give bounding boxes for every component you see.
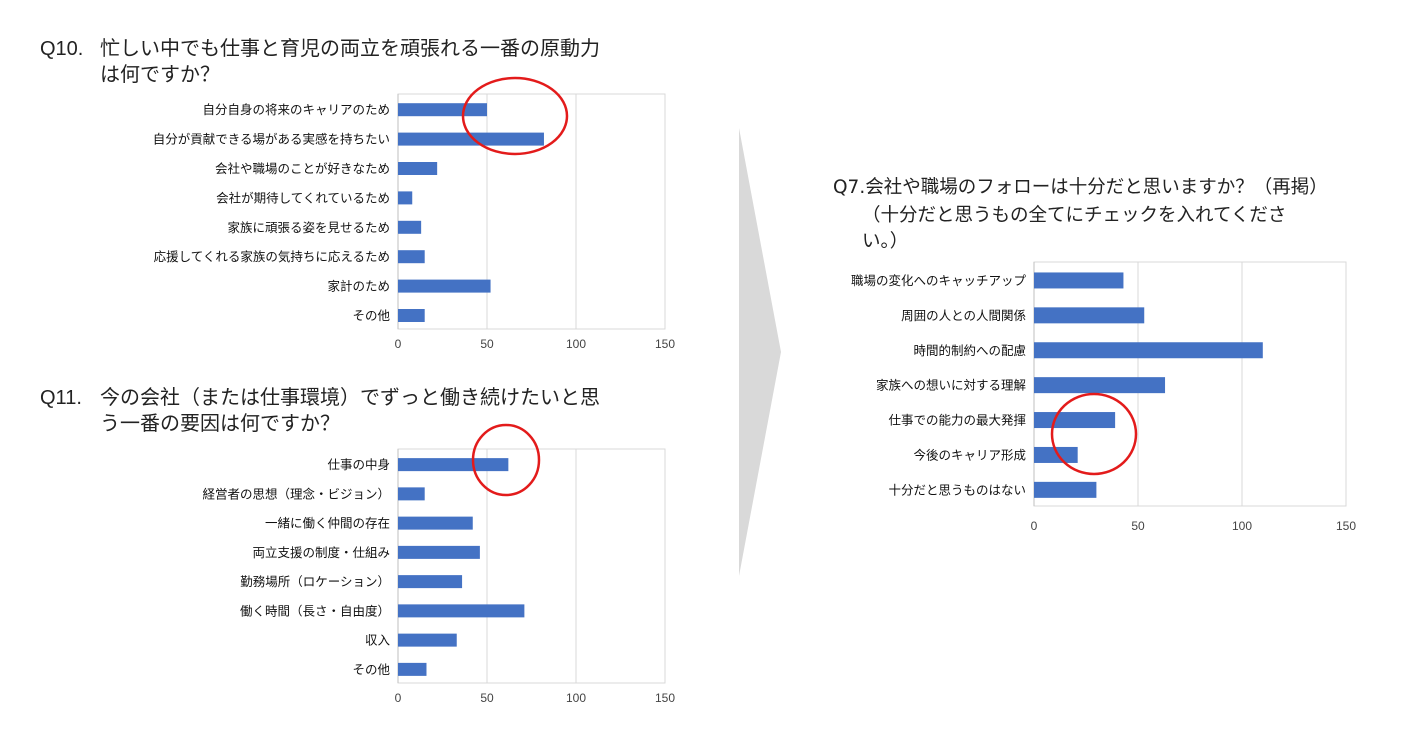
q11-category-label: 仕事の中身	[327, 457, 390, 472]
q11-title-line2-row: う一番の要因は何ですか？	[100, 411, 340, 435]
q11-tick-label: 0	[395, 691, 402, 705]
q10-highlight-circle	[461, 76, 569, 156]
q11-number: Q11.	[40, 387, 82, 409]
q11-bar	[398, 545, 480, 559]
q10-chart: 0 50 100 150 自分自身の将来のキャリアのため自分が貢献できる場がある実感を持…	[0, 0, 700, 360]
q7-chart-svg: 0 50 100 150 職場の変化へのキャッチアップ周囲の人との人間関係時間的制約への…	[851, 261, 1356, 533]
q7-tick-label: 0	[1031, 519, 1038, 533]
q10-tick-label: 50	[480, 337, 494, 351]
q10-category-label: 応援してくれる家族の気持ちに応えるため	[154, 249, 390, 264]
q10-title-line2: は何ですか？	[100, 62, 220, 86]
divider-chevron	[739, 128, 781, 576]
q7-category-label: 十分だと思うものはない	[888, 482, 1026, 497]
q10-bar	[398, 309, 425, 322]
q11-chart: 0 50 100 150 仕事の中身経営者の思想（理念・ビジョン） 一緒に働く仲間の存在両…	[0, 0, 700, 720]
q11-category-label: 経営者の思想（理念・ビジョン）	[202, 486, 390, 501]
q10-category-label: 自分自身の将来のキャリアのため	[202, 102, 390, 117]
q10-category-label: 自分が貢献できる場がある実感を持ちたい	[153, 132, 390, 147]
q10-bar	[398, 250, 425, 264]
q10-bar	[398, 191, 413, 205]
q10-number: Q10.	[40, 38, 84, 60]
q10-bar	[398, 132, 544, 146]
q11-bar	[398, 633, 457, 647]
q10-bar	[398, 220, 422, 234]
q7-bar	[1034, 481, 1097, 498]
q10-tick-label: 150	[655, 337, 675, 351]
q7-highlight-circle	[1050, 392, 1138, 476]
q10-tick-label: 0	[395, 337, 402, 351]
q11-bar	[398, 662, 427, 676]
q7-bar	[1034, 377, 1166, 394]
q11-category-label: 一緒に働く仲間の存在	[265, 516, 390, 531]
q11-bar	[398, 487, 425, 501]
q11-highlight-circle	[471, 423, 541, 497]
q11-category-label: 両立支援の制度・仕組み	[252, 545, 390, 560]
q7-title-line3-row: い。）	[862, 230, 908, 254]
q10-title: Q10. 忙しい中でも仕事と育児の両立を頑張れる一番の原動力	[40, 36, 600, 61]
q10-category-label: 家族に頑張る姿を見せるため	[227, 220, 390, 235]
q10-title-line1: 忙しい中でも仕事と育児の両立を頑張れる一番の原動力	[100, 36, 600, 60]
q7-title-line1: Q7.会社や職場のフォローは十分だと思いますか？（再掲）	[833, 177, 1328, 198]
q7-category-label: 今後のキャリア形成	[913, 447, 1026, 462]
q7-tick-label: 100	[1232, 519, 1252, 533]
q10-category-label: 家計のため	[327, 279, 390, 294]
q11-category-label: 働く時間（長さ・自由度）	[240, 603, 390, 618]
q10-bar	[398, 279, 491, 293]
q7-title-line1-row: Q7.会社や職場のフォローは十分だと思いますか？（再掲）	[833, 176, 1328, 200]
q7-bar	[1034, 446, 1078, 463]
q7-category-label: 職場の変化へのキャッチアップ	[851, 273, 1027, 288]
q10-category-label: 会社や職場のことが好きなため	[215, 161, 390, 176]
q10-bar	[398, 162, 438, 175]
q7-category-label: 仕事での能力の最大発揮	[888, 413, 1026, 428]
q11-bar	[398, 575, 463, 589]
q7-category-label: 家族への想いに対する理解	[876, 378, 1026, 393]
q7-title-line3: い。）	[862, 231, 909, 252]
q10-category-label: 会社が期待してくれているため	[216, 190, 390, 205]
q11-tick-label: 150	[655, 691, 675, 705]
q10-chart-svg: 0 50 100 150 自分自身の将来のキャリアのため自分が貢献できる場がある実感を持…	[153, 76, 675, 351]
q11-category-label: その他	[352, 662, 390, 677]
q7-category-label: 時間的制約への配慮	[913, 343, 1026, 358]
q11-category-label: 勤務場所（ロケーション）	[240, 574, 390, 589]
q7-chart: 0 50 100 150 職場の変化へのキャッチアップ周囲の人との人間関係時間的制約への…	[851, 261, 1356, 533]
q11-tick-label: 50	[480, 691, 494, 705]
q11-title-line1: 今の会社（または仕事環境）でずっと働き続けたいと思	[100, 385, 600, 409]
q7-bar	[1034, 412, 1116, 429]
q11-bar	[398, 458, 509, 472]
q7-category-label: 周囲の人との人間関係	[901, 308, 1026, 323]
q7-bar	[1034, 307, 1145, 324]
q7-tick-label: 150	[1336, 519, 1356, 533]
q7-title-line2: （十分だと思うもの全てにチェックを入れてくださ	[862, 205, 1287, 226]
q11-tick-label: 100	[566, 691, 586, 705]
q11-bar	[398, 516, 473, 530]
q10-category-label: その他	[352, 308, 390, 323]
q10-title-line2-row: は何ですか？	[100, 62, 220, 86]
q10-tick-label: 100	[566, 337, 586, 351]
q11-title-line2: う一番の要因は何ですか？	[100, 411, 340, 435]
q11-category-label: 収入	[365, 633, 391, 648]
q11-title: Q11. 今の会社（または仕事環境）でずっと働き続けたいと思	[40, 385, 600, 410]
q7-title-line2-row: （十分だと思うもの全てにチェックを入れてくださ	[862, 204, 1286, 228]
q7-tick-label: 50	[1131, 519, 1145, 533]
q7-bar	[1034, 342, 1263, 359]
q7-bar	[1034, 272, 1124, 289]
q11-bar	[398, 604, 525, 618]
